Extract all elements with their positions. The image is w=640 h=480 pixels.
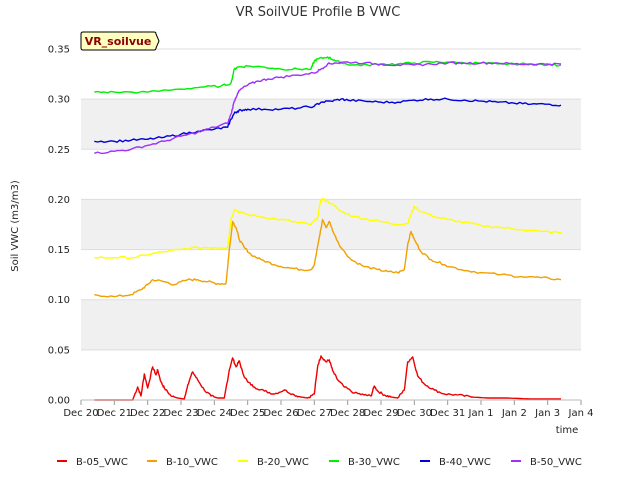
y-tick-labels: 0.00 0.05 0.10 0.15 0.20 0.25 0.30 0.35 — [48, 45, 70, 407]
x-tick-label: Jan 1 — [468, 408, 494, 419]
vr-soilvue-badge: VR_soilvue — [80, 31, 160, 51]
x-tick-label: Dec 29 — [363, 408, 398, 419]
series-line-b-30-vwc — [94, 56, 562, 94]
y-tick-label: 0.20 — [48, 195, 70, 206]
series-line-b-20-vwc — [94, 197, 562, 260]
y-axis-label: Soil VWC (m3/m3) — [10, 180, 21, 272]
x-tick-label: Dec 24 — [197, 408, 232, 419]
y-tick-label: 0.00 — [48, 396, 70, 407]
legend-label: B-30_VWC — [348, 457, 400, 468]
x-tick-label: Jan 2 — [501, 408, 527, 419]
x-tick-label: Dec 20 — [63, 408, 98, 419]
y-tick-label: 0.30 — [48, 95, 70, 106]
legend-label: B-40_VWC — [439, 457, 491, 468]
series-layer — [94, 56, 562, 401]
y-tick-label: 0.25 — [48, 145, 70, 156]
y-tick-label: 0.10 — [48, 295, 70, 306]
x-tick-label: Dec 21 — [97, 408, 132, 419]
legend-item: B-30_VWC — [329, 457, 400, 468]
background-bands — [81, 49, 581, 400]
x-tick-label: Dec 23 — [163, 408, 198, 419]
legend-item: B-20_VWC — [238, 457, 309, 468]
chart-title: VR SoilVUE Profile B VWC — [236, 5, 401, 20]
x-tick-label: Dec 30 — [397, 408, 432, 419]
legend-label: B-50_VWC — [530, 457, 582, 468]
y-tick-label: 0.05 — [48, 345, 70, 356]
x-tick-label: Jan 3 — [534, 408, 560, 419]
x-tick-label: Dec 22 — [130, 408, 165, 419]
y-tick-label: 0.15 — [48, 245, 70, 256]
x-tick-label: Dec 25 — [230, 408, 265, 419]
x-tick-label: Dec 28 — [330, 408, 365, 419]
badge-label: VR_soilvue — [85, 35, 152, 48]
band-6 — [81, 49, 581, 100]
series-line-b-05-vwc — [94, 355, 561, 401]
band-0 — [81, 349, 581, 400]
legend-label: B-10_VWC — [166, 457, 218, 468]
series-line-b-50-vwc — [94, 61, 562, 155]
legend-item: B-50_VWC — [511, 457, 582, 468]
legend-item: B-40_VWC — [420, 457, 491, 468]
legend-label: B-05_VWC — [76, 457, 128, 468]
legend-item: B-05_VWC — [57, 457, 128, 468]
legend-label: B-20_VWC — [257, 457, 309, 468]
x-tick-label: Dec 26 — [263, 408, 298, 419]
band-5 — [81, 99, 581, 150]
y-tick-label: 0.35 — [48, 45, 70, 56]
band-1 — [81, 299, 581, 350]
x-tick-label: Dec 31 — [430, 408, 465, 419]
axes — [80, 399, 582, 405]
series-line-b-10-vwc — [94, 218, 562, 298]
legend-item: B-10_VWC — [147, 457, 218, 468]
x-tick-label: Jan 4 — [568, 408, 594, 419]
band-4 — [81, 149, 581, 200]
legend: B-05_VWC B-10_VWC B-20_VWC B-30_VWC B-40_VWC… — [57, 457, 582, 468]
x-tick-label: Dec 27 — [297, 408, 332, 419]
x-axis-label: time — [556, 425, 579, 436]
